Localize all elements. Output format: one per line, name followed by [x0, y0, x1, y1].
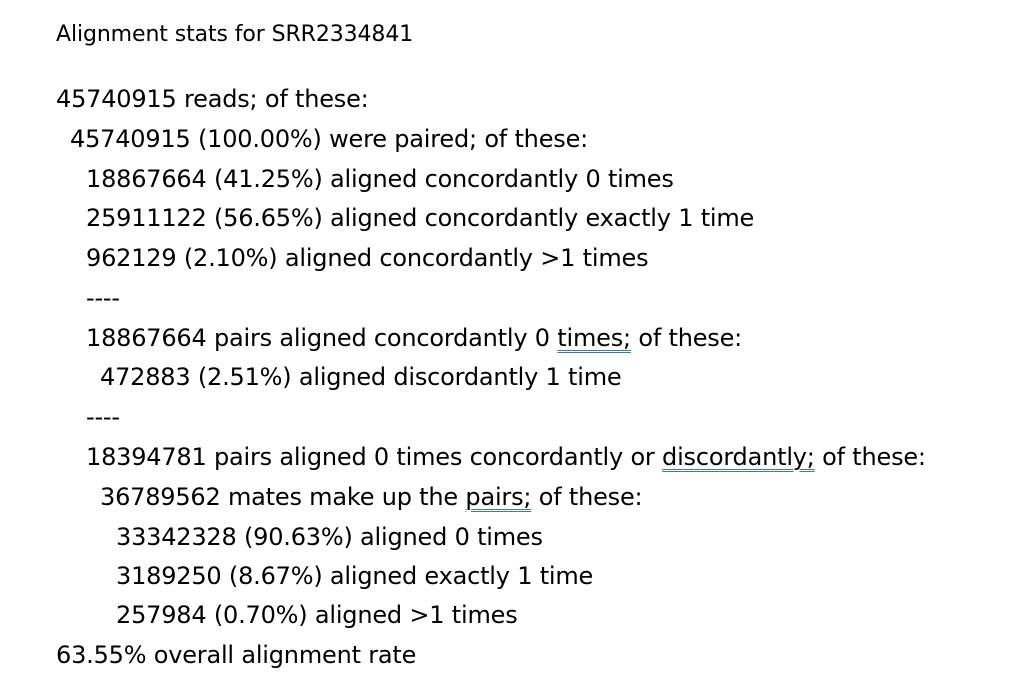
- stats-line-concordant-gt1: 962129 (2.10%) aligned concordantly >1 t…: [86, 244, 649, 272]
- line-text-post: of these:: [630, 324, 743, 352]
- line-text-pre: 36789562 mates make up the: [100, 483, 466, 511]
- stats-line-pairs-aligned-0: 18394781 pairs aligned 0 times concordan…: [86, 442, 926, 472]
- line-text-post: of these:: [814, 443, 926, 471]
- stats-line-overall-rate: 63.55% overall alignment rate: [56, 641, 417, 669]
- stats-line-mates: 36789562 mates make up the pairs; of the…: [100, 482, 643, 512]
- stats-line-pairs-concordant-0: 18867664 pairs aligned concordantly 0 ti…: [86, 323, 742, 353]
- stats-line-mates-aligned-1: 3189250 (8.67%) aligned exactly 1 time: [116, 562, 594, 590]
- separator-line: ----: [86, 403, 120, 431]
- stats-line-concordant-0: 18867664 (41.25%) aligned concordantly 0…: [86, 165, 674, 193]
- grammar-flagged-word[interactable]: times;: [557, 324, 631, 352]
- stats-line-paired: 45740915 (100.00%) were paired; of these…: [70, 125, 589, 153]
- stats-line-total-reads: 45740915 reads; of these:: [56, 85, 369, 113]
- stats-line-concordant-1: 25911122 (56.65%) aligned concordantly e…: [86, 204, 755, 232]
- grammar-flagged-word[interactable]: pairs;: [465, 483, 532, 511]
- document-title: Alignment stats for SRR2334841: [56, 22, 414, 47]
- stats-line-mates-aligned-gt1: 257984 (0.70%) aligned >1 times: [116, 601, 518, 629]
- separator-line: ----: [86, 284, 120, 312]
- stats-line-mates-aligned-0: 33342328 (90.63%) aligned 0 times: [116, 523, 543, 551]
- line-text-pre: 18867664 pairs aligned concordantly 0: [86, 324, 558, 352]
- stats-line-discordant-1: 472883 (2.51%) aligned discordantly 1 ti…: [100, 363, 622, 391]
- grammar-flagged-word[interactable]: discordantly;: [662, 443, 815, 471]
- line-text-post: of these:: [531, 483, 643, 511]
- line-text-pre: 18394781 pairs aligned 0 times concordan…: [86, 443, 663, 471]
